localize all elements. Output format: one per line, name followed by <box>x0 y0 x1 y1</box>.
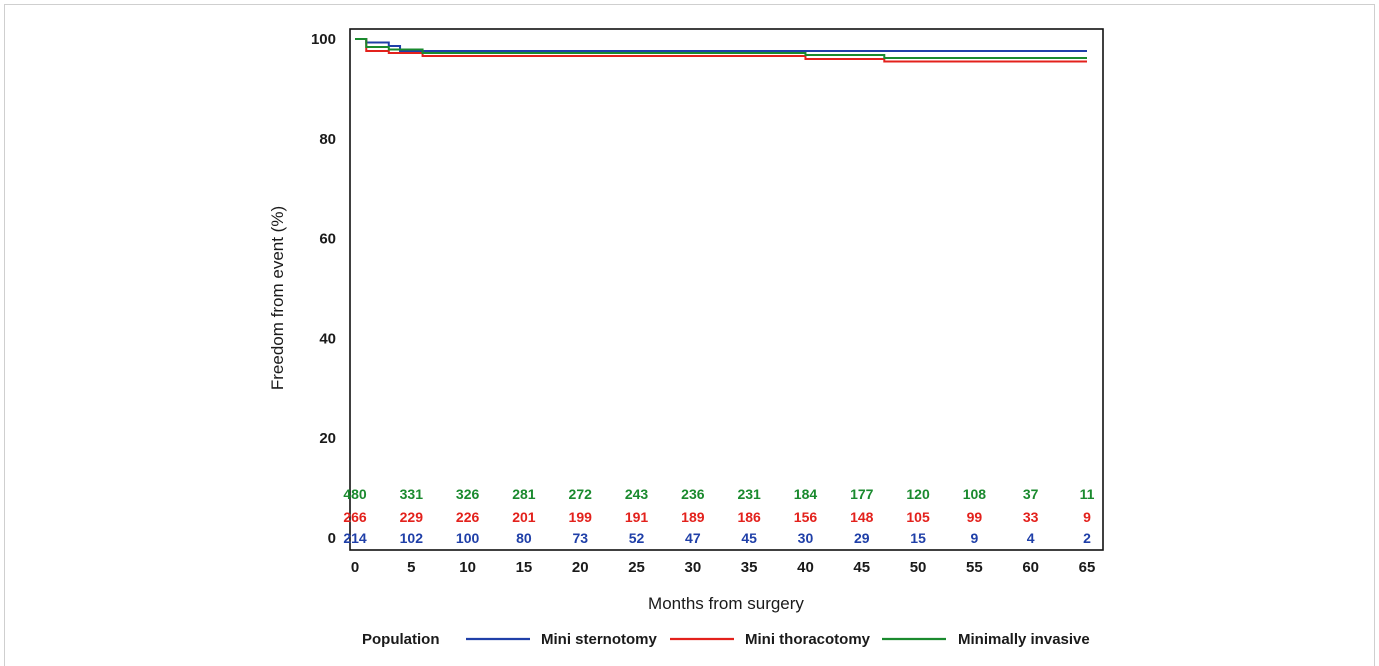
x-tick-label: 30 <box>685 559 702 576</box>
at-risk-count: 45 <box>741 530 757 546</box>
at-risk-count: 186 <box>737 509 761 525</box>
series-line-minimally-invasive <box>355 38 1087 59</box>
at-risk-count: 37 <box>1023 486 1039 502</box>
at-risk-count: 29 <box>854 530 870 546</box>
at-risk-count: 33 <box>1023 509 1039 525</box>
y-axis-title: Freedom from event (%) <box>268 206 287 390</box>
x-tick-label: 0 <box>351 559 359 576</box>
y-tick-label: 100 <box>311 31 336 48</box>
at-risk-count: 236 <box>681 486 705 502</box>
at-risk-count: 189 <box>681 509 705 525</box>
at-risk-count: 11 <box>1080 486 1095 502</box>
y-tick-label: 20 <box>319 430 336 447</box>
at-risk-count: 480 <box>343 486 367 502</box>
at-risk-count: 231 <box>737 486 761 502</box>
at-risk-count: 102 <box>400 530 424 546</box>
y-tick-label: 0 <box>328 530 336 547</box>
x-tick-label: 35 <box>741 559 758 576</box>
at-risk-count: 201 <box>512 509 536 525</box>
at-risk-count: 272 <box>569 486 593 502</box>
at-risk-count: 199 <box>569 509 593 525</box>
x-tick-label: 20 <box>572 559 589 576</box>
legend-label: Mini thoracotomy <box>745 631 871 648</box>
x-tick-label: 15 <box>516 559 533 576</box>
at-risk-count: 9 <box>1083 509 1091 525</box>
at-risk-count: 47 <box>685 530 701 546</box>
at-risk-count: 9 <box>970 530 978 546</box>
at-risk-count: 148 <box>850 509 874 525</box>
legend-item: Mini sternotomy <box>466 631 657 648</box>
at-risk-count: 281 <box>512 486 536 502</box>
legend-label: Mini sternotomy <box>541 631 657 648</box>
at-risk-count: 191 <box>625 509 649 525</box>
at-risk-count: 184 <box>794 486 818 502</box>
x-tick-label: 55 <box>966 559 983 576</box>
legend: Population Mini sternotomy Mini thoracoto… <box>362 631 1090 648</box>
at-risk-count: 156 <box>794 509 818 525</box>
y-tick-label: 40 <box>319 330 336 347</box>
at-risk-count: 80 <box>516 530 532 546</box>
at-risk-count: 226 <box>456 509 480 525</box>
series-line-mini-sternotomy <box>355 38 1087 52</box>
at-risk-count: 177 <box>850 486 874 502</box>
at-risk-count: 15 <box>910 530 926 546</box>
figure-frame <box>4 4 1375 666</box>
at-risk-count: 73 <box>572 530 588 546</box>
y-tick-label: 80 <box>319 131 336 148</box>
plot-area <box>349 28 1104 551</box>
series-line-mini-thoracotomy <box>355 38 1087 63</box>
legend-title: Population <box>362 631 440 648</box>
at-risk-count: 120 <box>906 486 930 502</box>
legend-label: Minimally invasive <box>958 631 1090 648</box>
x-tick-label: 25 <box>628 559 645 576</box>
x-tick-label: 65 <box>1079 559 1096 576</box>
at-risk-count: 243 <box>625 486 649 502</box>
at-risk-count: 105 <box>906 509 930 525</box>
at-risk-count: 52 <box>629 530 645 546</box>
at-risk-count: 2 <box>1083 530 1091 546</box>
x-tick-label: 10 <box>459 559 476 576</box>
at-risk-count: 100 <box>456 530 480 546</box>
at-risk-count: 214 <box>343 530 367 546</box>
legend-item: Minimally invasive <box>882 631 1090 648</box>
legend-item: Mini thoracotomy <box>670 631 871 648</box>
x-tick-label: 45 <box>853 559 870 576</box>
at-risk-count: 30 <box>798 530 814 546</box>
at-risk-count: 99 <box>967 509 983 525</box>
x-tick-label: 60 <box>1022 559 1039 576</box>
at-risk-count: 266 <box>343 509 367 525</box>
x-tick-label: 5 <box>407 559 415 576</box>
at-risk-count: 229 <box>400 509 424 525</box>
at-risk-count: 108 <box>963 486 987 502</box>
at-risk-count: 331 <box>400 486 424 502</box>
x-tick-label: 40 <box>797 559 814 576</box>
y-tick-label: 60 <box>319 231 336 248</box>
x-axis-title: Months from surgery <box>648 594 804 613</box>
at-risk-count: 4 <box>1027 530 1035 546</box>
x-tick-label: 50 <box>910 559 927 576</box>
at-risk-count: 326 <box>456 486 480 502</box>
